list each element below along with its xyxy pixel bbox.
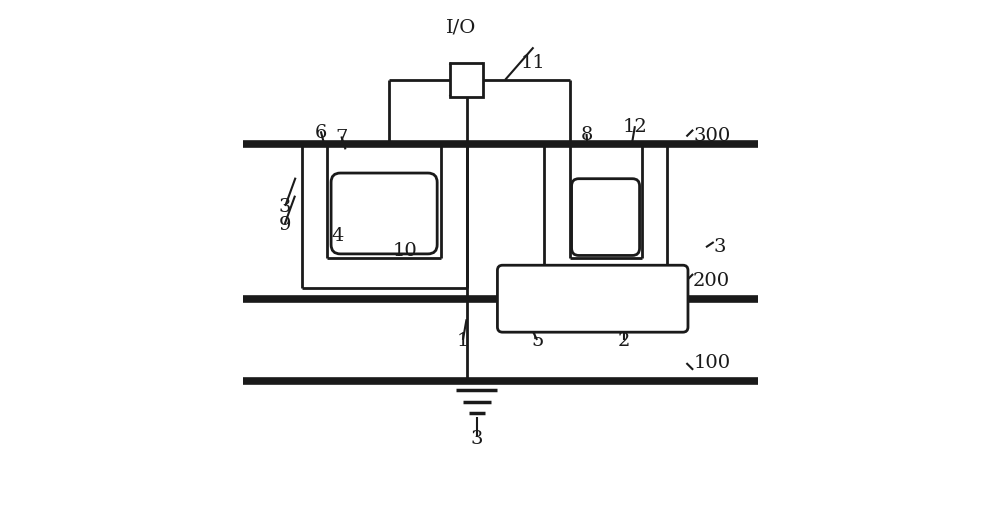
Text: 4: 4 (332, 227, 344, 245)
Text: 5: 5 (531, 332, 543, 350)
FancyBboxPatch shape (331, 173, 437, 254)
FancyBboxPatch shape (497, 265, 688, 332)
FancyBboxPatch shape (572, 179, 640, 255)
Text: 12: 12 (623, 118, 647, 136)
Text: 1: 1 (457, 332, 469, 350)
Text: 6: 6 (315, 124, 327, 142)
Text: 9: 9 (278, 216, 291, 234)
Text: I/O: I/O (446, 18, 477, 36)
Text: 2: 2 (617, 332, 630, 350)
Text: 7: 7 (335, 129, 348, 147)
Text: 3: 3 (279, 198, 291, 216)
Text: 300: 300 (693, 128, 730, 145)
Text: 11: 11 (521, 54, 546, 72)
Text: 100: 100 (693, 354, 730, 372)
Text: 10: 10 (392, 242, 417, 260)
Text: 8: 8 (580, 126, 593, 144)
Text: 3: 3 (714, 238, 726, 256)
Bar (450, 63, 483, 97)
Text: 200: 200 (693, 272, 730, 289)
Text: 3: 3 (471, 430, 483, 448)
